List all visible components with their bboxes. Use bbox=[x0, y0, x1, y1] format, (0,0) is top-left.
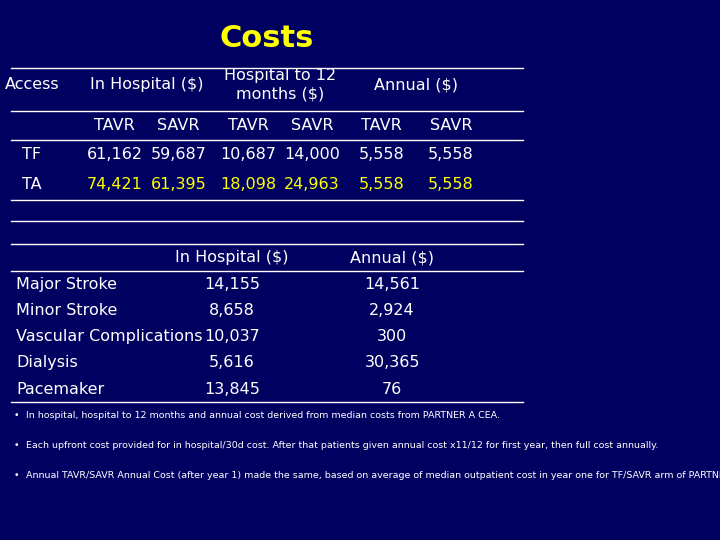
Text: 13,845: 13,845 bbox=[204, 382, 260, 397]
Text: 24,963: 24,963 bbox=[284, 177, 340, 192]
Text: 10,037: 10,037 bbox=[204, 329, 260, 344]
Text: SAVR: SAVR bbox=[291, 118, 333, 133]
Text: Access: Access bbox=[5, 77, 59, 92]
Text: 30,365: 30,365 bbox=[364, 355, 420, 370]
Text: 5,616: 5,616 bbox=[210, 355, 255, 370]
Text: 300: 300 bbox=[377, 329, 408, 344]
Text: Vascular Complications: Vascular Complications bbox=[16, 329, 202, 344]
Text: 14,000: 14,000 bbox=[284, 147, 340, 162]
Text: In Hospital ($): In Hospital ($) bbox=[175, 250, 289, 265]
Text: 59,687: 59,687 bbox=[150, 147, 207, 162]
Text: 10,687: 10,687 bbox=[220, 147, 276, 162]
Text: 61,395: 61,395 bbox=[150, 177, 207, 192]
Text: •: • bbox=[14, 441, 19, 450]
Text: 5,558: 5,558 bbox=[428, 147, 474, 162]
Text: Hospital to 12
months ($): Hospital to 12 months ($) bbox=[224, 68, 336, 102]
Text: Minor Stroke: Minor Stroke bbox=[16, 303, 117, 318]
Text: 18,098: 18,098 bbox=[220, 177, 276, 192]
Text: Major Stroke: Major Stroke bbox=[16, 276, 117, 292]
Text: TAVR: TAVR bbox=[94, 118, 135, 133]
Text: Annual TAVR/SAVR Annual Cost (after year 1) made the same, based on average of m: Annual TAVR/SAVR Annual Cost (after year… bbox=[26, 471, 720, 480]
Text: Pacemaker: Pacemaker bbox=[16, 382, 104, 397]
Text: 5,558: 5,558 bbox=[428, 177, 474, 192]
Text: Dialysis: Dialysis bbox=[16, 355, 78, 370]
Text: SAVR: SAVR bbox=[158, 118, 200, 133]
Text: 74,421: 74,421 bbox=[86, 177, 143, 192]
Text: 14,155: 14,155 bbox=[204, 276, 260, 292]
Text: 76: 76 bbox=[382, 382, 402, 397]
Text: Annual ($): Annual ($) bbox=[350, 250, 434, 265]
Text: 61,162: 61,162 bbox=[86, 147, 143, 162]
Text: •: • bbox=[14, 471, 19, 480]
Text: In Hospital ($): In Hospital ($) bbox=[90, 77, 204, 92]
Text: Costs: Costs bbox=[220, 24, 314, 53]
Text: TF: TF bbox=[22, 147, 42, 162]
Text: Each upfront cost provided for in hospital/30d cost. After that patients given a: Each upfront cost provided for in hospit… bbox=[26, 441, 658, 450]
Text: 14,561: 14,561 bbox=[364, 276, 420, 292]
Text: 5,558: 5,558 bbox=[359, 147, 405, 162]
Text: 5,558: 5,558 bbox=[359, 177, 405, 192]
Text: TAVR: TAVR bbox=[361, 118, 402, 133]
Text: TAVR: TAVR bbox=[228, 118, 269, 133]
Text: 8,658: 8,658 bbox=[209, 303, 255, 318]
Text: Annual ($): Annual ($) bbox=[374, 77, 458, 92]
Text: •: • bbox=[14, 411, 19, 421]
Text: 2,924: 2,924 bbox=[369, 303, 415, 318]
Text: TA: TA bbox=[22, 177, 42, 192]
Text: In hospital, hospital to 12 months and annual cost derived from median costs fro: In hospital, hospital to 12 months and a… bbox=[26, 411, 500, 421]
Text: SAVR: SAVR bbox=[430, 118, 472, 133]
